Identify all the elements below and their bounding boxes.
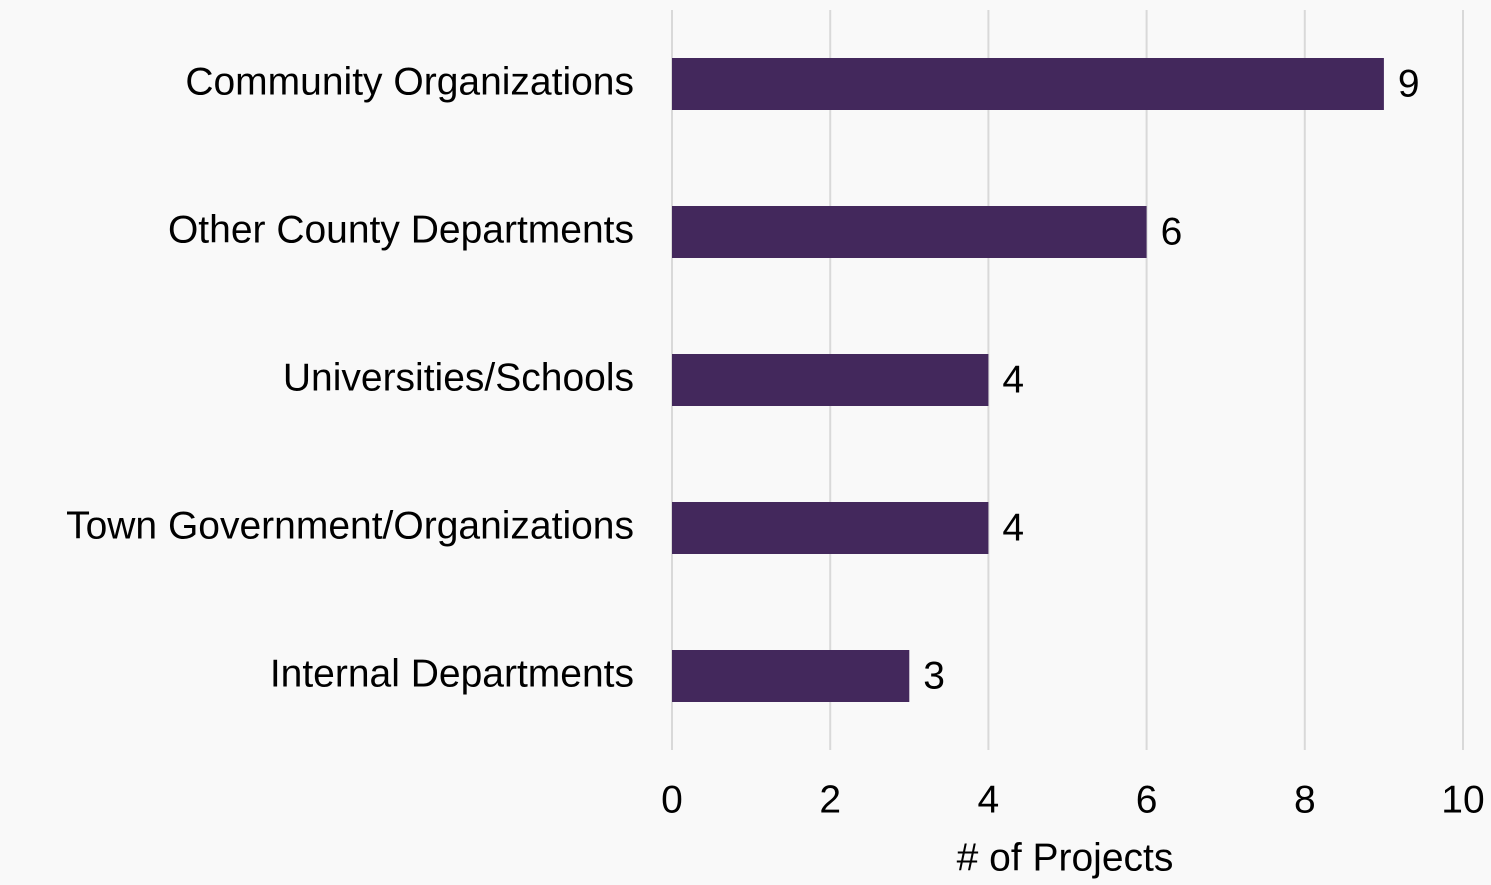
- y-tick-label: Town Government/Organizations: [66, 504, 634, 547]
- bar: [672, 502, 989, 554]
- x-tick-label: 4: [978, 778, 1000, 821]
- data-label: 6: [1161, 210, 1183, 253]
- bar: [672, 650, 910, 702]
- x-axis-label: # of Projects: [957, 836, 1174, 879]
- y-tick-label: Universities/Schools: [283, 356, 634, 399]
- x-tick-label: 8: [1294, 778, 1316, 821]
- x-tick-label: 6: [1136, 778, 1158, 821]
- data-label: 3: [923, 654, 945, 697]
- bar: [672, 354, 989, 406]
- data-label: 4: [1002, 506, 1024, 549]
- y-tick-label: Other County Departments: [168, 208, 634, 251]
- x-tick-label: 0: [661, 778, 683, 821]
- y-tick-label: Community Organizations: [185, 60, 634, 103]
- x-tick-label: 2: [819, 778, 841, 821]
- bar: [672, 58, 1384, 110]
- data-label: 4: [1002, 358, 1024, 401]
- data-label: 9: [1398, 62, 1420, 105]
- x-tick-label: 10: [1441, 778, 1484, 821]
- bar: [672, 206, 1147, 258]
- y-tick-label: Internal Departments: [270, 652, 634, 695]
